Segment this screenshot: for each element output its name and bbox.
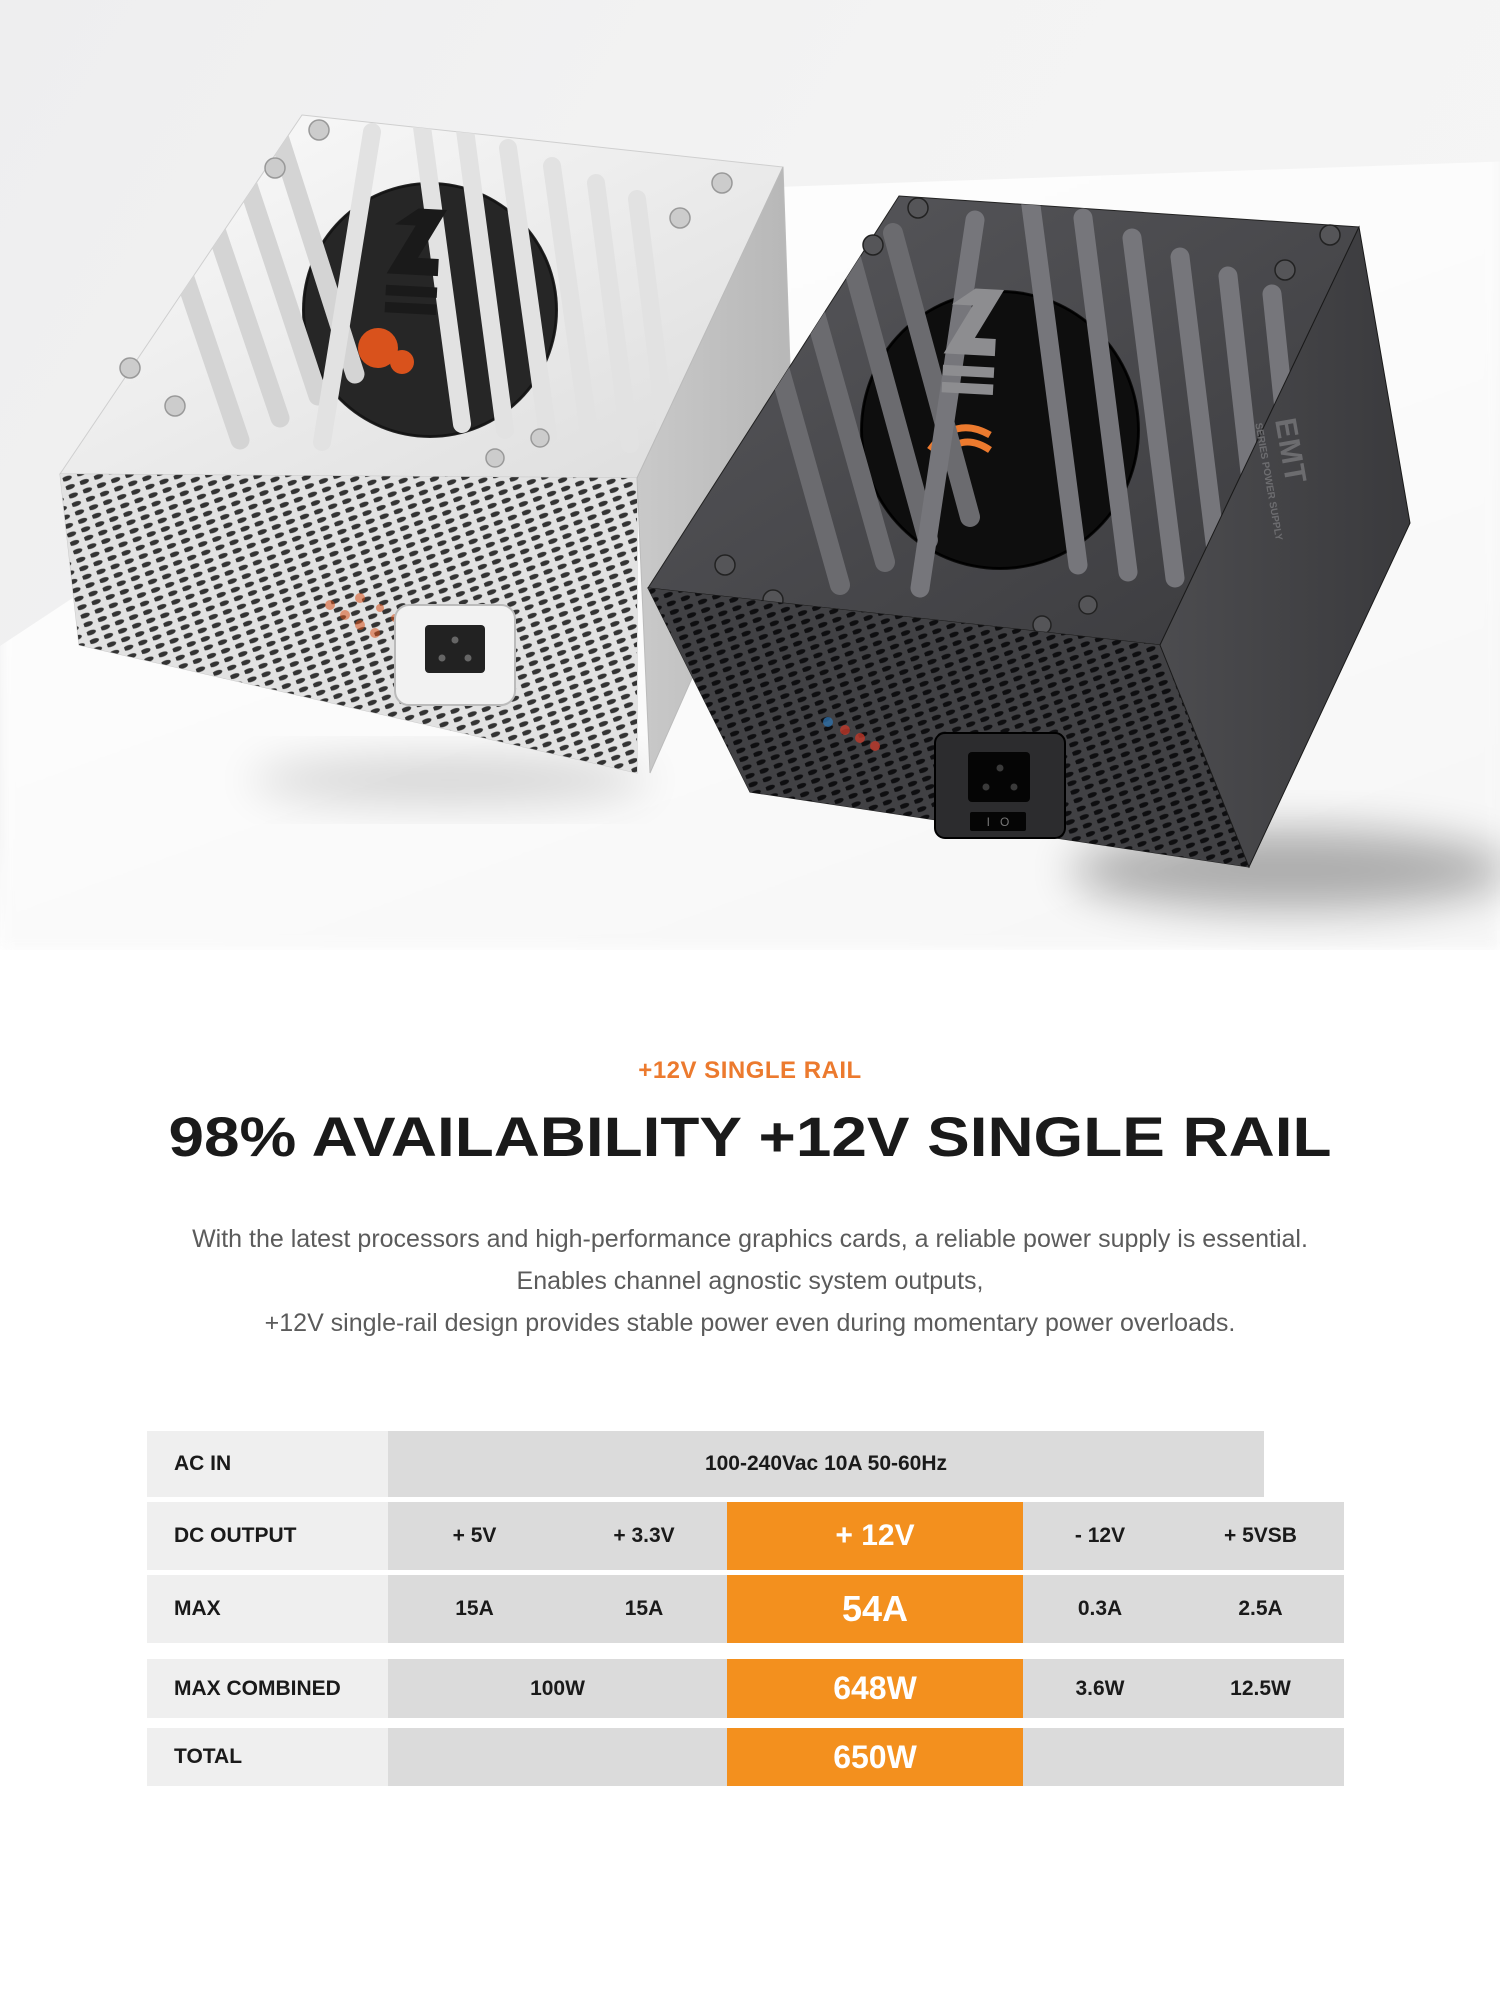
svg-text:I O: I O bbox=[987, 815, 1010, 829]
